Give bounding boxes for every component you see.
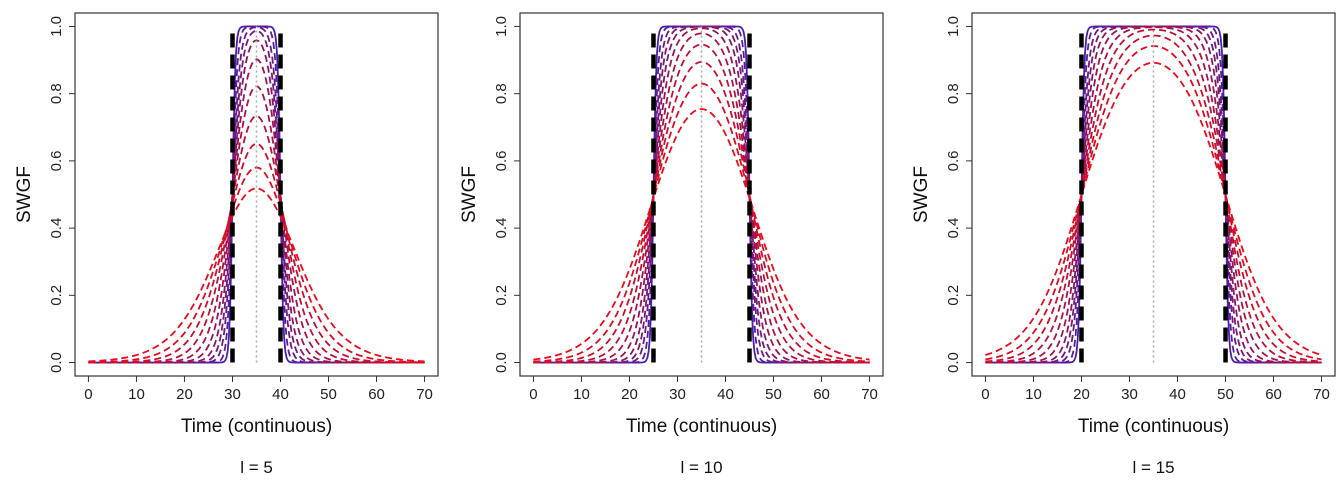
x-tick-label: 60 (1265, 386, 1282, 403)
panel-caption: l = 15 (1132, 458, 1174, 477)
series-line (88, 187, 425, 363)
y-tick-label: 0.6 (945, 150, 962, 171)
x-tick-label: 20 (621, 386, 638, 403)
x-tick-label: 70 (416, 386, 433, 403)
x-tick-label: 30 (669, 386, 686, 403)
x-tick-label: 0 (84, 386, 92, 403)
y-tick-label: 1.0 (945, 16, 962, 37)
x-tick-label: 0 (529, 386, 537, 403)
plot-frame (74, 12, 439, 377)
x-tick-label: 60 (813, 386, 830, 403)
series-line (985, 28, 1322, 364)
y-tick-label: 0.0 (48, 352, 65, 373)
x-tick-label: 40 (272, 386, 289, 403)
x-tick-label: 30 (224, 386, 241, 403)
y-tick-label: 0.6 (493, 150, 510, 171)
series-line (533, 108, 870, 361)
plot-frame (971, 12, 1336, 377)
series-line (985, 26, 1322, 364)
plot-frame (519, 12, 884, 377)
y-axis-title: SWGF (14, 166, 35, 223)
panel-caption: l = 10 (680, 458, 722, 477)
x-axis-title: Time (continuous) (181, 416, 332, 437)
y-tick-label: 0.2 (945, 285, 962, 306)
series-line (88, 142, 425, 364)
y-tick-label: 0.4 (493, 218, 510, 239)
chart-panel-3: 0 10 20 30 40 50 60 70 0.0 0.2 0.4 0.6 0.8 1.0 Time (c… (911, 12, 1336, 477)
x-axis-title: Time (continuous) (1078, 416, 1229, 437)
y-tick-label: 0.8 (493, 83, 510, 104)
x-tick-label: 20 (1073, 386, 1090, 403)
y-tick-label: 0.4 (48, 218, 65, 239)
x-tick-label: 50 (320, 386, 337, 403)
x-tick-label: 60 (368, 386, 385, 403)
x-tick-label: 70 (861, 386, 878, 403)
y-axis-title: SWGF (459, 166, 480, 223)
series-line (985, 61, 1322, 356)
y-tick-label: 0.6 (48, 150, 65, 171)
y-tick-label: 0.2 (493, 285, 510, 306)
x-axis-title: Time (continuous) (626, 416, 777, 437)
x-tick-label: 40 (717, 386, 734, 403)
y-tick-label: 0.4 (945, 218, 962, 239)
series-line (88, 115, 425, 364)
y-axis-title: SWGF (911, 166, 932, 223)
x-tick-label: 20 (176, 386, 193, 403)
x-tick-label: 50 (1217, 386, 1234, 403)
x-tick-label: 50 (765, 386, 782, 403)
y-tick-label: 0.0 (945, 352, 962, 373)
x-tick-label: 40 (1169, 386, 1186, 403)
y-tick-label: 0.8 (48, 83, 65, 104)
y-tick-label: 0.2 (48, 285, 65, 306)
series-line (985, 34, 1322, 363)
y-tick-label: 1.0 (48, 16, 65, 37)
x-tick-label: 70 (1313, 386, 1330, 403)
series-line (533, 82, 870, 363)
x-tick-label: 30 (1121, 386, 1138, 403)
chart-panel-2: 0 10 20 30 40 50 60 70 0.0 0.2 0.4 0.6 0.8 1.0 Time (c… (459, 12, 884, 477)
series-line (533, 32, 870, 364)
x-tick-label: 10 (1025, 386, 1042, 403)
y-tick-label: 1.0 (493, 16, 510, 37)
x-tick-label: 10 (573, 386, 590, 403)
x-tick-label: 0 (981, 386, 989, 403)
series-line (985, 25, 1322, 364)
y-tick-label: 0.8 (945, 83, 962, 104)
chart-panel-1: 0 10 20 30 40 50 60 70 0.0 0.2 0.4 0.6 0.8 1.0 Time (c… (14, 12, 439, 477)
x-tick-label: 10 (128, 386, 145, 403)
series-line (533, 43, 870, 364)
y-tick-label: 0.0 (493, 352, 510, 373)
panel-caption: l = 5 (240, 458, 273, 477)
